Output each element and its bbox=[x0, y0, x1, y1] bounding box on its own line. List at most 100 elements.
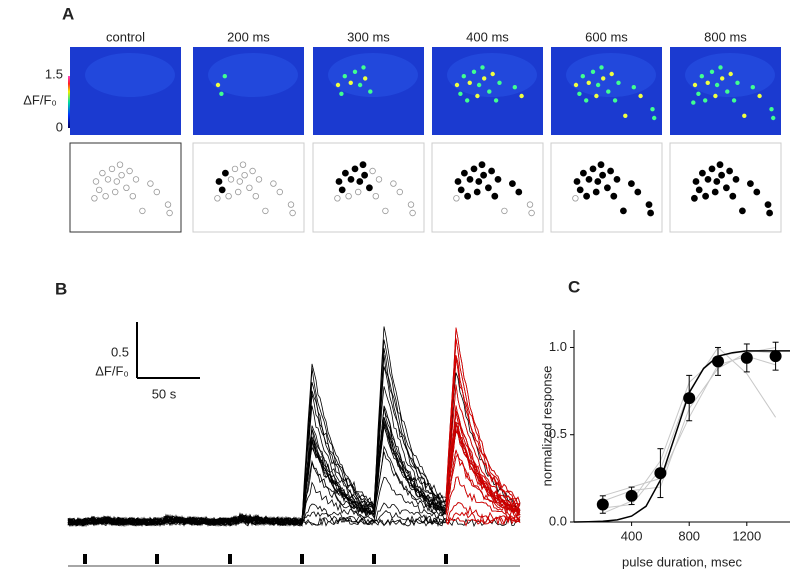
inactive-cell bbox=[249, 167, 256, 175]
inactive-cell bbox=[255, 176, 263, 183]
inactive-cell bbox=[501, 207, 508, 215]
image-spot bbox=[339, 91, 344, 97]
inactive-cell bbox=[91, 195, 98, 202]
y-tick-label: 0.5 bbox=[549, 426, 567, 441]
active-cell bbox=[215, 178, 223, 185]
image-spot bbox=[595, 82, 601, 88]
active-cell bbox=[610, 192, 618, 200]
image-spot bbox=[586, 80, 591, 86]
x-tick-label: 800 bbox=[678, 528, 700, 543]
active-cell bbox=[509, 180, 516, 188]
image-spot bbox=[335, 82, 341, 88]
image-spot bbox=[222, 74, 227, 79]
image-spot bbox=[718, 65, 723, 70]
image-spot bbox=[696, 91, 701, 97]
image-spot bbox=[357, 82, 363, 88]
inactive-cell bbox=[396, 188, 403, 196]
active-cell bbox=[475, 178, 483, 185]
image-spot bbox=[691, 100, 696, 105]
image-spot bbox=[476, 82, 482, 88]
active-cell bbox=[494, 175, 502, 183]
active-cell bbox=[604, 184, 611, 192]
scale-amplitude: 0.5 bbox=[111, 344, 129, 359]
trace-highlight bbox=[445, 453, 521, 519]
image-spot bbox=[580, 74, 585, 79]
inactive-cell bbox=[95, 186, 103, 194]
image-spot bbox=[342, 74, 347, 79]
active-cell bbox=[589, 165, 597, 173]
active-cell bbox=[753, 188, 761, 196]
image-spot bbox=[757, 93, 762, 99]
image-spot bbox=[705, 80, 710, 86]
colorbar-min: 0 bbox=[56, 119, 63, 134]
active-cell bbox=[457, 186, 465, 194]
inactive-cell bbox=[108, 165, 116, 173]
condition-label: control bbox=[106, 29, 145, 44]
active-cell bbox=[718, 171, 725, 179]
image-spot bbox=[709, 69, 715, 75]
trace bbox=[67, 502, 521, 527]
image-spot bbox=[638, 93, 643, 99]
image-spot bbox=[497, 80, 502, 86]
image-spot bbox=[471, 69, 477, 75]
inactive-cell bbox=[227, 176, 235, 183]
inactive-cell bbox=[241, 171, 248, 179]
active-cell bbox=[592, 188, 600, 196]
active-cell bbox=[359, 161, 367, 169]
image-spot bbox=[487, 89, 492, 94]
image-spot bbox=[713, 93, 718, 99]
active-cell bbox=[647, 209, 654, 217]
panel-label: B bbox=[55, 279, 67, 298]
inactive-cell bbox=[289, 209, 296, 217]
inactive-cell bbox=[345, 192, 352, 200]
active-cell bbox=[341, 169, 349, 177]
image-spot bbox=[465, 98, 470, 103]
trace-highlight bbox=[445, 405, 521, 513]
image-spot bbox=[650, 107, 655, 112]
image-spot bbox=[594, 93, 599, 99]
trace-highlight bbox=[445, 423, 521, 515]
trace-highlight bbox=[445, 502, 521, 523]
trace-highlight bbox=[445, 355, 521, 509]
image-spot bbox=[368, 89, 373, 94]
inactive-cell bbox=[334, 195, 341, 202]
image-spot bbox=[725, 89, 730, 94]
image-glow bbox=[328, 53, 418, 97]
image-spot bbox=[742, 113, 747, 119]
scale-time: 50 s bbox=[152, 386, 177, 401]
inactive-cell bbox=[372, 192, 379, 200]
scale-bar bbox=[136, 322, 200, 379]
inactive-cell bbox=[113, 178, 120, 185]
active-cell bbox=[460, 169, 468, 177]
image-spot bbox=[590, 69, 596, 75]
image-spot bbox=[601, 76, 606, 81]
active-cell bbox=[356, 178, 364, 185]
inactive-cell bbox=[526, 201, 534, 208]
image-spot bbox=[458, 91, 463, 97]
trace-highlight bbox=[445, 428, 521, 514]
image-spot bbox=[720, 76, 725, 81]
active-cell bbox=[361, 171, 369, 179]
active-cell bbox=[470, 165, 478, 173]
active-cell bbox=[515, 188, 523, 196]
trace-highlight bbox=[445, 476, 521, 522]
stimulus-mark bbox=[83, 554, 87, 564]
inactive-cell bbox=[132, 176, 140, 183]
inactive-cell bbox=[92, 178, 100, 185]
inactive-cell bbox=[111, 188, 119, 196]
inactive-cell bbox=[270, 180, 277, 187]
active-cell bbox=[723, 184, 730, 192]
data-point bbox=[740, 351, 753, 364]
active-cell bbox=[338, 186, 346, 194]
active-cell bbox=[704, 175, 712, 183]
data-point bbox=[769, 350, 782, 363]
image-spot bbox=[361, 65, 366, 70]
active-cell bbox=[597, 161, 605, 169]
active-cell bbox=[573, 178, 581, 185]
inactive-cell bbox=[236, 178, 243, 185]
trace-highlight bbox=[445, 424, 521, 513]
inactive-cell bbox=[147, 180, 154, 187]
inactive-cell bbox=[355, 188, 362, 196]
image-spot bbox=[454, 82, 460, 88]
active-cell bbox=[335, 178, 343, 185]
